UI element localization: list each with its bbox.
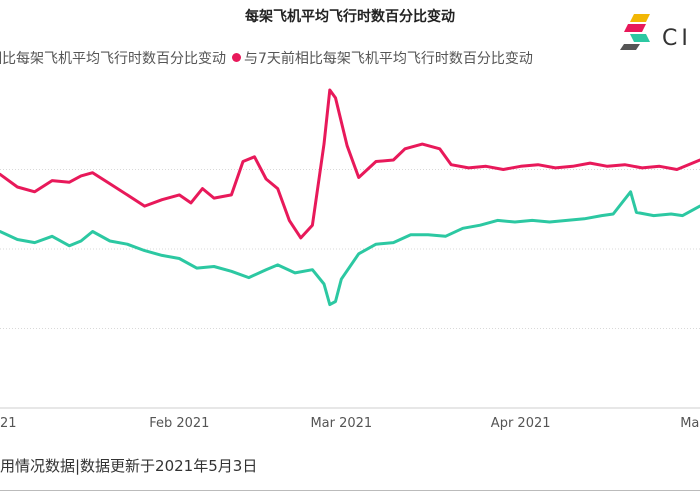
x-axis: 21 Feb 2021 Mar 2021 Apr 2021 Ma — [0, 407, 700, 431]
series-line-1 — [0, 88, 700, 240]
x-tick-label-2: Mar 2021 — [310, 416, 372, 431]
legend-dot-1 — [232, 53, 241, 62]
chart-title: 每架飞机平均飞行时数百分比变动 — [245, 9, 455, 25]
logo-mark-pink — [624, 24, 646, 32]
logo-text: CI — [662, 26, 692, 51]
plot-area: 21 Feb 2021 Mar 2021 Apr 2021 Ma — [0, 88, 700, 431]
legend-label-0: 年相比每架飞机平均飞行时数百分比变动 — [0, 51, 226, 67]
footer-source: 用情况数据|数据更新于2021年5月3日 — [0, 457, 258, 475]
legend-item-0: 年相比每架飞机平均飞行时数百分比变动 — [0, 48, 226, 68]
series-lines — [0, 88, 700, 307]
series-line-0 — [0, 190, 700, 307]
x-tick-label-3: Apr 2021 — [491, 416, 551, 431]
footer-divider — [0, 490, 700, 491]
logo-icon — [620, 14, 650, 50]
logo-mark-yellow — [630, 14, 650, 22]
legend: 年相比每架飞机平均飞行时数百分比变动 与7天前相比每架飞机平均飞行时数百分比变动 — [0, 48, 539, 68]
x-tick-label-1: Feb 2021 — [149, 416, 209, 431]
x-tick-label-0: 21 — [0, 416, 17, 431]
logo-mark-dark — [620, 44, 640, 50]
logo-mark-green — [630, 34, 650, 42]
gridlines — [0, 169, 700, 329]
x-tick-label-4: Ma — [680, 416, 699, 431]
legend-label-1: 与7天前相比每架飞机平均飞行时数百分比变动 — [244, 51, 533, 67]
legend-item-1: 与7天前相比每架飞机平均飞行时数百分比变动 — [232, 48, 533, 68]
